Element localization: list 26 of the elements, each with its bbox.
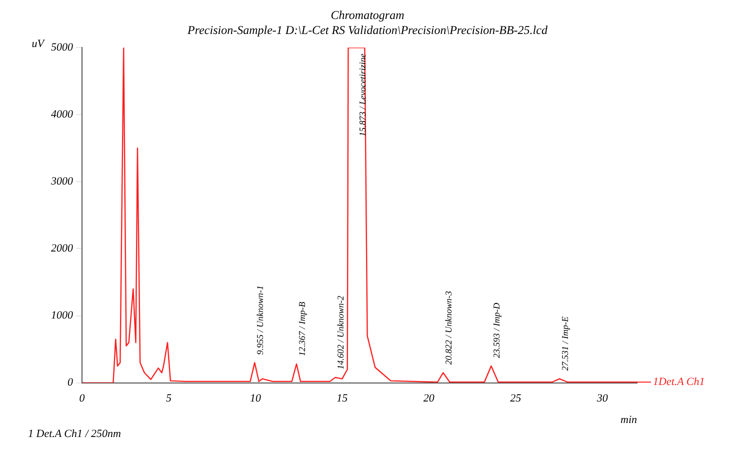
y-tick-label: 0: [68, 376, 74, 389]
annotation: 9.955 / Unknown-1: [255, 285, 266, 355]
chart-title: Chromatogram: [330, 8, 406, 23]
x-tick-label: 25: [510, 392, 522, 404]
x-axis-title: min: [620, 414, 638, 426]
y-tick-label: 1000: [51, 310, 74, 322]
y-tick-label: 2000: [51, 242, 74, 255]
chart-subtitle: Precision-Sample-1 D:\L-Cet RS Validation\Precision\Precision-BB-25.lcd: [186, 23, 548, 38]
y-axis-title: uV: [32, 38, 46, 50]
annotation: 14.602 / Unknown-2: [336, 295, 346, 370]
x-tick-label: 20: [423, 392, 435, 404]
y-tick-label: 3000: [50, 176, 74, 188]
legend-label: 1Det.A Ch1: [653, 376, 705, 388]
y-tick-label: 5000: [51, 41, 74, 54]
annotation: 20.822 / Unknown-3: [443, 290, 454, 365]
annotation: 23.593 / Imp-D: [492, 302, 502, 358]
x-tick-label: 5: [166, 392, 172, 404]
annotation: 15.873 / Levocetirizine: [358, 54, 368, 136]
annotation: 27.531 / Imp-E: [560, 316, 570, 371]
y-tick-label: 4000: [51, 108, 74, 121]
annotation: 12.367 / Imp-B: [296, 301, 307, 356]
x-tick-label: 10: [250, 392, 262, 404]
x-tick-label: 30: [596, 392, 608, 404]
x-tick-label: 0: [79, 392, 86, 404]
x-tick-label: 15: [336, 392, 348, 404]
text: 1 Det.A Ch1 / 250nm: [27, 428, 122, 440]
